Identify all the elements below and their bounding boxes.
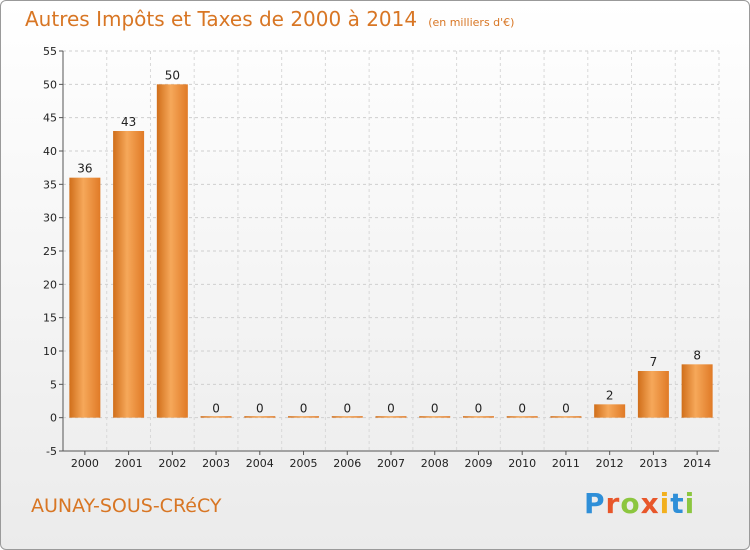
x-tick-label: 2001 bbox=[115, 457, 143, 470]
x-tick-label: 2013 bbox=[639, 457, 667, 470]
y-tick-label: 40 bbox=[43, 145, 57, 158]
data-label-2010: 0 bbox=[518, 402, 526, 416]
y-tick-label: -5 bbox=[46, 445, 57, 458]
bar-2008 bbox=[419, 416, 451, 418]
y-tick-label: 35 bbox=[43, 178, 57, 191]
bar-2000 bbox=[69, 177, 101, 418]
logo-letter: r bbox=[605, 487, 621, 520]
y-tick-label: 30 bbox=[43, 212, 57, 225]
chart-subtitle: (en milliers d'€) bbox=[428, 16, 515, 29]
x-tick-label: 2006 bbox=[333, 457, 361, 470]
data-label-2007: 0 bbox=[387, 402, 395, 416]
bar-2007 bbox=[375, 416, 407, 418]
x-tick-label: 2011 bbox=[552, 457, 580, 470]
data-label-2001: 43 bbox=[121, 115, 136, 129]
y-tick-label: 15 bbox=[43, 312, 57, 325]
logo-letter: i bbox=[659, 487, 671, 520]
data-label-2014: 8 bbox=[693, 348, 701, 362]
data-label-2004: 0 bbox=[256, 402, 264, 416]
y-tick-label: 20 bbox=[43, 278, 57, 291]
x-tick-label: 2009 bbox=[464, 457, 492, 470]
bar-2013 bbox=[637, 371, 669, 418]
logo-letter: i bbox=[684, 487, 696, 520]
data-label-2012: 2 bbox=[606, 388, 614, 402]
data-label-2009: 0 bbox=[475, 402, 483, 416]
y-tick-label: 10 bbox=[43, 345, 57, 358]
data-label-2005: 0 bbox=[300, 402, 308, 416]
bar-2006 bbox=[331, 416, 363, 418]
x-tick-label: 2003 bbox=[202, 457, 230, 470]
chart-title: Autres Impôts et Taxes de 2000 à 2014 bbox=[25, 7, 418, 31]
data-label-2008: 0 bbox=[431, 402, 439, 416]
y-tick-label: 25 bbox=[43, 245, 57, 258]
bar-2003 bbox=[200, 416, 232, 418]
bar-2011 bbox=[550, 416, 582, 418]
data-label-2003: 0 bbox=[212, 402, 220, 416]
x-tick-label: 2010 bbox=[508, 457, 536, 470]
bar-2002 bbox=[156, 84, 188, 418]
y-tick-label: 55 bbox=[43, 45, 57, 58]
bar-2012 bbox=[594, 404, 626, 418]
y-tick-label: 0 bbox=[50, 412, 57, 425]
data-label-2002: 50 bbox=[165, 68, 180, 82]
x-tick-label: 2005 bbox=[290, 457, 318, 470]
bar-2009 bbox=[462, 416, 494, 418]
labels: -505101520253035404550553620004320015020… bbox=[43, 45, 711, 470]
x-tick-label: 2012 bbox=[596, 457, 624, 470]
bars bbox=[69, 84, 713, 418]
bar-2005 bbox=[288, 416, 320, 418]
bar-2010 bbox=[506, 416, 538, 418]
data-label-2013: 7 bbox=[650, 355, 658, 369]
proxiti-logo[interactable]: Proxiti bbox=[584, 487, 695, 520]
bar-2004 bbox=[244, 416, 276, 418]
y-tick-label: 5 bbox=[50, 378, 57, 391]
data-label-2011: 0 bbox=[562, 402, 570, 416]
x-tick-label: 2007 bbox=[377, 457, 405, 470]
data-label-2000: 36 bbox=[77, 162, 92, 176]
x-tick-label: 2008 bbox=[421, 457, 449, 470]
y-tick-label: 50 bbox=[43, 78, 57, 91]
logo-letter: o bbox=[620, 487, 641, 520]
data-label-2006: 0 bbox=[343, 402, 351, 416]
logo-letter: P bbox=[584, 487, 606, 520]
x-tick-label: 2004 bbox=[246, 457, 274, 470]
y-tick-label: 45 bbox=[43, 112, 57, 125]
title-row: Autres Impôts et Taxes de 2000 à 2014 (e… bbox=[25, 7, 514, 31]
x-tick-label: 2014 bbox=[683, 457, 711, 470]
bar-2014 bbox=[681, 364, 713, 418]
axes bbox=[59, 50, 719, 455]
commune-name: AUNAY-SOUS-CRéCY bbox=[31, 495, 222, 517]
x-tick-label: 2002 bbox=[158, 457, 186, 470]
x-tick-label: 2000 bbox=[71, 457, 99, 470]
bar-2001 bbox=[113, 131, 145, 418]
logo-letter: t bbox=[670, 487, 685, 520]
logo-letter: x bbox=[640, 487, 660, 520]
